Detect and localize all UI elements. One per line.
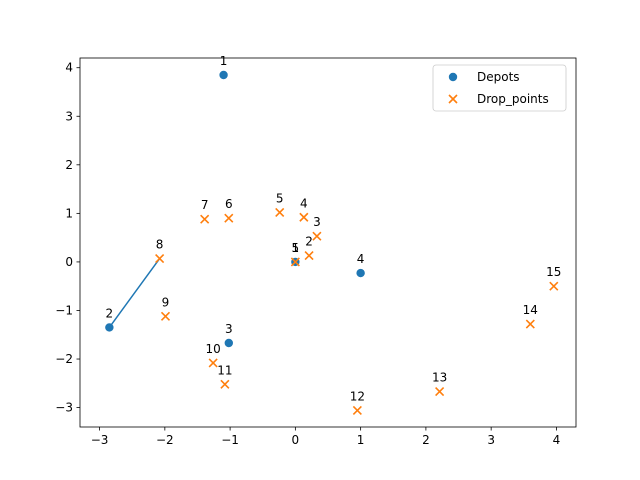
y-tick-label: 3: [65, 109, 73, 123]
drop-points-point: [155, 253, 165, 264]
drop-points-point-label: 3: [313, 215, 321, 229]
legend-box: [432, 64, 567, 112]
y-tick-label: 4: [65, 61, 73, 75]
drop-points-point: [304, 251, 314, 261]
y-tick-label: 1: [65, 206, 73, 220]
route-line: [108, 258, 161, 328]
drop-points-point: [435, 386, 445, 397]
drop-points-point: [200, 214, 210, 224]
drop-points-point-label: 12: [350, 389, 365, 403]
legend-label-depots: Depots: [477, 70, 520, 84]
drop-points-point-label: 10: [205, 342, 220, 356]
drop-points-point-label: 5: [276, 191, 284, 205]
depots-point-label: 5: [292, 241, 300, 255]
drop-points-point: [224, 213, 234, 223]
x-tick-label: 0: [292, 433, 300, 447]
x-tick-label: 2: [422, 433, 430, 447]
drop-points-point-label: 2: [305, 235, 313, 249]
drop-points-point-label: 11: [217, 363, 232, 377]
drop-points-point: [299, 212, 309, 222]
drop-points-point-label: 9: [162, 295, 170, 309]
x-tick-label: 4: [553, 433, 561, 447]
drop-points-point-label: 14: [523, 303, 538, 317]
y-tick-label: −2: [55, 352, 73, 366]
depots-point-label: 3: [225, 322, 233, 336]
drop-points-point: [160, 311, 171, 321]
drop-points-point: [220, 379, 230, 389]
drop-points-point-label: 4: [300, 196, 308, 210]
x-tick-label: −1: [221, 433, 239, 447]
x-tick-label: −3: [91, 433, 109, 447]
drop-points-point: [275, 207, 285, 217]
legend-label-drop-points: Drop_points: [477, 92, 549, 106]
y-tick-label: −3: [55, 401, 73, 415]
y-tick-label: 0: [65, 255, 73, 269]
drop-points-point: [525, 319, 535, 329]
y-tick-label: 2: [65, 158, 73, 172]
drop-points-point-label: 1: [292, 241, 300, 255]
drop-points-point-label: 7: [201, 198, 209, 212]
legend: Depots Drop_points: [432, 64, 567, 112]
drop-points-point: [549, 281, 559, 291]
legend-marker-drop-points: [448, 94, 458, 104]
x-tick-label: 1: [357, 433, 365, 447]
drop-points-point-label: 6: [225, 197, 233, 211]
depots-point: [219, 70, 228, 80]
x-tick-label: 3: [487, 433, 495, 447]
x-tick-label: −2: [156, 433, 174, 447]
drop-points-point: [208, 358, 218, 368]
depots-point: [105, 323, 114, 332]
depots-point: [356, 268, 365, 278]
drop-points-point: [352, 405, 362, 416]
legend-marker-depots: [448, 72, 458, 82]
drop-points-point-label: 13: [432, 371, 447, 385]
depots-point-label: 2: [106, 306, 114, 320]
depots-point-label: 1: [220, 54, 228, 68]
drop-points-point: [290, 257, 300, 267]
axes-frame: [79, 57, 577, 428]
drop-points-point-label: 15: [546, 265, 561, 279]
drop-points-point-label: 8: [156, 238, 164, 252]
drop-points-point: [312, 231, 322, 241]
y-tick-label: −1: [55, 303, 73, 317]
depots-point: [224, 338, 233, 348]
depots-point-label: 4: [357, 252, 365, 266]
